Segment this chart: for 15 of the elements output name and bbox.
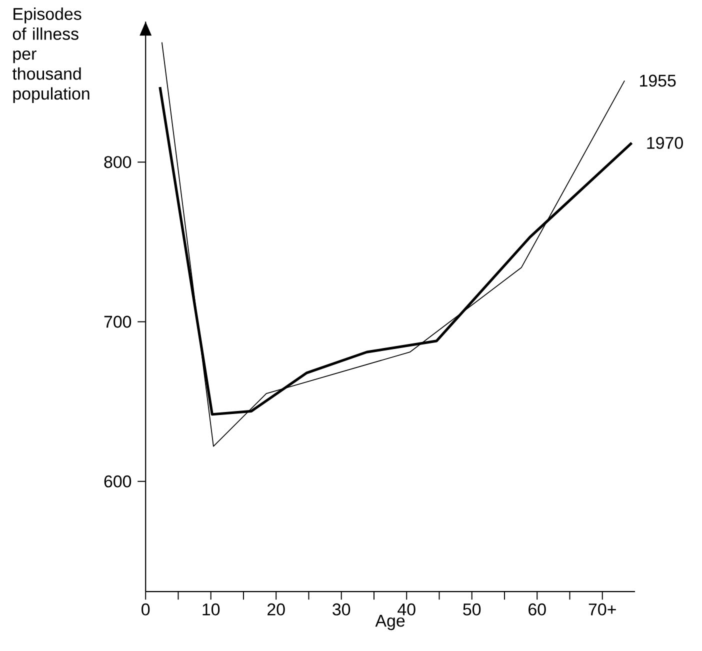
x-tick-label: 70+	[588, 603, 616, 616]
y-tick-label: 800	[104, 156, 132, 168]
x-tick-label: 30	[332, 603, 350, 616]
x-tick-label: 20	[268, 603, 285, 616]
x-tick-label: 60	[528, 603, 546, 616]
series-label: 1970	[647, 136, 683, 149]
series-label: 1955	[640, 74, 676, 87]
x-tick-label: 40	[398, 603, 416, 616]
x-tick-label: 0	[142, 603, 150, 616]
y-axis-title: Episodes of illness per thousand population	[12, 8, 90, 104]
x-tick-label: 10	[202, 603, 220, 616]
y-tick-label: 700	[104, 316, 132, 328]
x-tick-label: 50	[463, 603, 481, 616]
y-tick-label: 600	[104, 475, 132, 488]
x-axis-title: Age	[375, 614, 405, 630]
